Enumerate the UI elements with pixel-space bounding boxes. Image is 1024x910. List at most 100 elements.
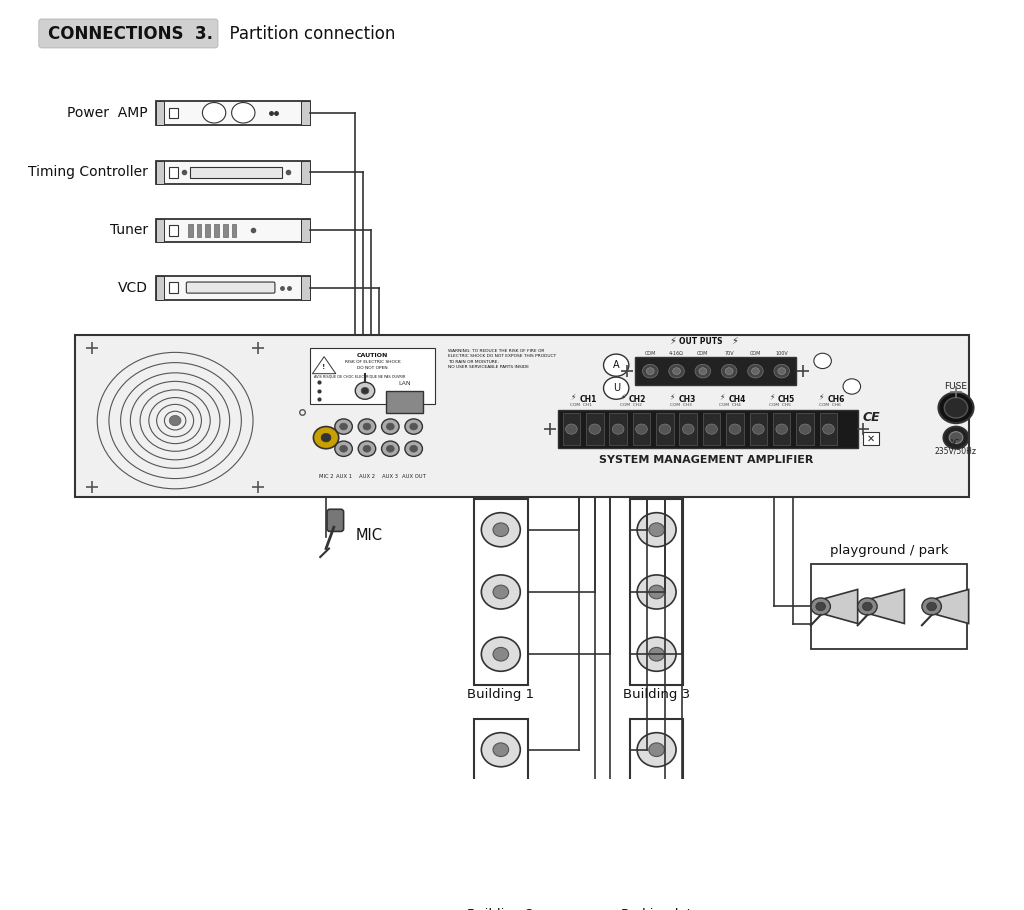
Circle shape: [335, 441, 352, 457]
Circle shape: [493, 743, 509, 756]
Text: AUX OUT: AUX OUT: [401, 474, 426, 479]
Bar: [630, 499, 683, 685]
Bar: [773, 413, 791, 445]
Circle shape: [649, 867, 665, 881]
Text: COM  CH2: COM CH2: [621, 403, 642, 407]
Circle shape: [637, 857, 676, 891]
Circle shape: [386, 445, 394, 452]
Text: U: U: [612, 383, 620, 393]
Circle shape: [493, 523, 509, 537]
Text: OUT PUTS: OUT PUTS: [679, 337, 723, 346]
Circle shape: [843, 379, 860, 394]
Bar: [169, 282, 178, 293]
Circle shape: [364, 445, 371, 452]
Bar: [223, 224, 227, 238]
Text: CONNECTIONS  3.: CONNECTIONS 3.: [47, 25, 213, 44]
Bar: [680, 413, 697, 445]
Circle shape: [565, 424, 578, 434]
Text: COM  CH4: COM CH4: [720, 403, 741, 407]
Text: RISK OF ELECTRIC SHOCK: RISK OF ELECTRIC SHOCK: [345, 360, 400, 365]
Bar: [819, 413, 838, 445]
Circle shape: [649, 585, 665, 599]
Text: ⚡: ⚡: [670, 336, 676, 346]
Circle shape: [649, 743, 665, 756]
Circle shape: [659, 424, 671, 434]
Circle shape: [858, 598, 878, 615]
Circle shape: [358, 419, 376, 434]
Text: COM  CH3: COM CH3: [670, 403, 691, 407]
Circle shape: [335, 419, 352, 434]
Bar: [301, 160, 309, 185]
Circle shape: [481, 637, 520, 672]
Bar: [189, 167, 283, 177]
Bar: [156, 160, 165, 185]
Bar: [156, 218, 165, 242]
Circle shape: [922, 598, 941, 615]
Bar: [811, 564, 967, 649]
Text: ⚡: ⚡: [731, 336, 738, 346]
Circle shape: [169, 416, 181, 426]
Circle shape: [481, 795, 520, 829]
Circle shape: [673, 368, 681, 375]
Text: AVIS RISQUE DE CHOC ELECTRIQUE NE PAS OUVRIR: AVIS RISQUE DE CHOC ELECTRIQUE NE PAS OU…: [314, 375, 406, 379]
Circle shape: [778, 368, 785, 375]
Bar: [586, 413, 603, 445]
Text: COM  CH5: COM CH5: [769, 403, 792, 407]
Bar: [562, 413, 581, 445]
Text: AUX 2: AUX 2: [358, 474, 375, 479]
Circle shape: [404, 441, 423, 457]
Text: Timing Controller: Timing Controller: [28, 166, 147, 179]
Bar: [558, 410, 858, 448]
Polygon shape: [932, 590, 969, 623]
Bar: [630, 719, 683, 905]
Circle shape: [481, 575, 520, 609]
Text: ⚡: ⚡: [819, 392, 824, 401]
Circle shape: [706, 424, 718, 434]
Circle shape: [949, 431, 963, 443]
Circle shape: [646, 368, 654, 375]
Bar: [206, 224, 210, 238]
Bar: [301, 276, 309, 299]
Circle shape: [493, 585, 509, 599]
Circle shape: [637, 795, 676, 829]
Text: ⚡: ⚡: [570, 392, 575, 401]
Polygon shape: [312, 357, 336, 374]
Text: Power  AMP: Power AMP: [68, 106, 147, 120]
Circle shape: [493, 867, 509, 881]
Bar: [797, 413, 814, 445]
Circle shape: [493, 647, 509, 661]
Circle shape: [636, 424, 647, 434]
Bar: [609, 413, 627, 445]
Circle shape: [203, 103, 225, 123]
Text: TO RAIN OR MOISTURE.: TO RAIN OR MOISTURE.: [447, 359, 499, 364]
Circle shape: [682, 424, 694, 434]
Bar: [75, 335, 969, 498]
Circle shape: [231, 103, 255, 123]
Circle shape: [340, 423, 347, 430]
Text: A: A: [613, 360, 620, 370]
Text: ⚡: ⚡: [621, 392, 626, 401]
Text: ELECTRIC SHOCK DO NOT EXPOSE THIS PRODUCT: ELECTRIC SHOCK DO NOT EXPOSE THIS PRODUC…: [447, 355, 556, 359]
Circle shape: [493, 805, 509, 819]
Bar: [702, 413, 720, 445]
Circle shape: [748, 364, 763, 378]
Text: LAN: LAN: [398, 380, 412, 386]
Bar: [310, 349, 435, 403]
Circle shape: [358, 441, 376, 457]
Text: COM  CH1: COM CH1: [570, 403, 592, 407]
Text: 4-16Ω: 4-16Ω: [669, 351, 684, 356]
Bar: [197, 224, 202, 238]
Bar: [726, 413, 743, 445]
Circle shape: [721, 364, 737, 378]
Bar: [301, 101, 309, 125]
Circle shape: [481, 733, 520, 767]
FancyBboxPatch shape: [327, 510, 344, 531]
Circle shape: [612, 424, 624, 434]
Text: COM: COM: [750, 351, 761, 356]
Text: NO USER SERVICEABLE PARTS INSIDE: NO USER SERVICEABLE PARTS INSIDE: [447, 365, 528, 369]
Circle shape: [637, 512, 676, 547]
Text: COM: COM: [644, 351, 656, 356]
Circle shape: [649, 647, 665, 661]
Circle shape: [814, 353, 831, 369]
Circle shape: [927, 602, 937, 611]
